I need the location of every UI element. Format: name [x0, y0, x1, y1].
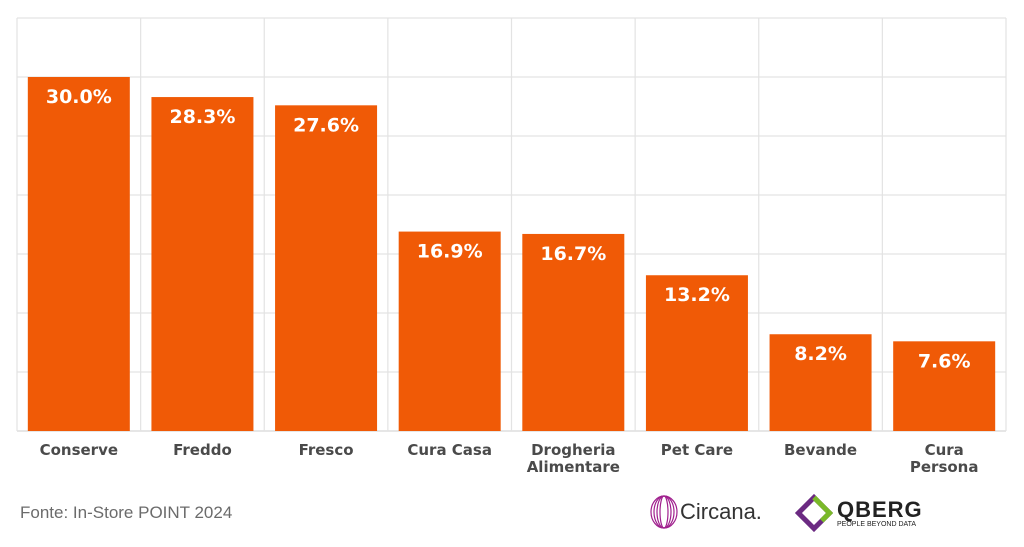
chart-bars — [27, 77, 996, 431]
circana-wordmark: Circana. — [680, 499, 762, 524]
bar — [27, 77, 130, 431]
bar-value-label: 16.7% — [540, 243, 606, 265]
category-label: Drogheria Alimentare — [527, 441, 620, 476]
category-label: Cura Casa — [407, 441, 492, 459]
qberg-mark-icon — [795, 494, 833, 532]
chart-value-labels: 30.0% 28.3% 27.6% 16.9% 16.7% 13.2% 8.2% 7.6% — [46, 86, 971, 372]
bar-value-label: 30.0% — [46, 86, 112, 108]
qberg-wordmark: QBERG — [837, 496, 923, 522]
category-label: Bevande — [784, 441, 857, 459]
bar — [275, 105, 378, 431]
bar — [893, 341, 996, 431]
category-label: Pet Care — [661, 441, 733, 459]
chart-category-labels: Conserve Freddo Fresco Cura Casa Drogheria Al… — [40, 441, 979, 476]
qberg-tagline: PEOPLE BEYOND DATA — [837, 520, 917, 528]
category-label: Cura Persona — [910, 441, 979, 476]
source-note: Fonte: In-Store POINT 2024 — [20, 503, 233, 522]
bar-value-label: 8.2% — [794, 343, 847, 365]
circana-mark-icon — [650, 495, 678, 529]
logos: Circana. QBERG PEOPLE BEYOND DATA — [650, 494, 950, 538]
bar-value-label: 28.3% — [169, 106, 235, 128]
bar-value-label: 16.9% — [417, 241, 483, 263]
bar — [398, 231, 501, 431]
bar-chart: 30.0% 28.3% 27.6% 16.9% 16.7% 13.2% 8.2% 7.6% C… — [16, 17, 1007, 476]
circana-logo: Circana. — [650, 494, 762, 530]
bar-value-label: 27.6% — [293, 114, 359, 136]
bar — [151, 97, 254, 431]
category-label: Freddo — [173, 441, 232, 459]
bar — [645, 275, 748, 431]
bar-value-label: 13.2% — [664, 284, 730, 306]
category-label: Fresco — [299, 441, 354, 459]
category-label: Conserve — [40, 441, 118, 459]
bar — [522, 233, 625, 431]
qberg-logo: QBERG PEOPLE BEYOND DATA — [795, 494, 923, 532]
bar-value-label: 7.6% — [918, 350, 971, 372]
bar — [769, 334, 872, 431]
